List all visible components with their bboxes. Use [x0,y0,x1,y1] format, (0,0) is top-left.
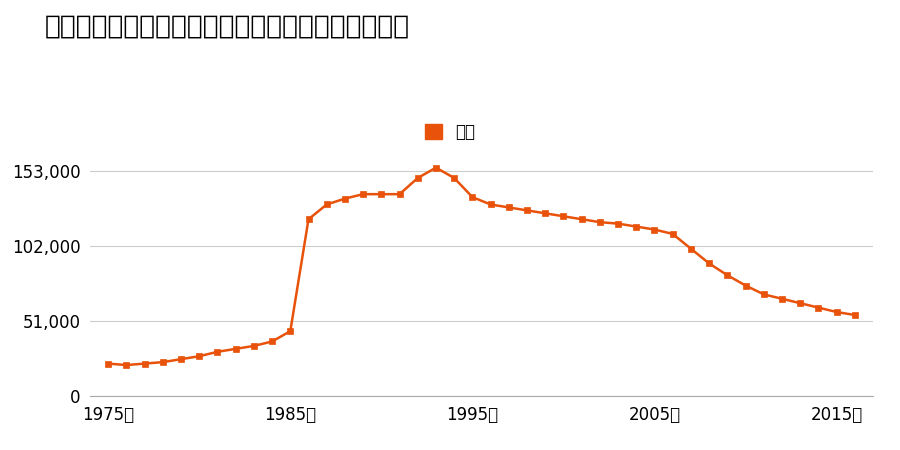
Legend: 価格: 価格 [418,117,482,148]
Text: 大分県別府市大字鉄輪字大平井１０４番の地価推移: 大分県別府市大字鉄輪字大平井１０４番の地価推移 [45,14,410,40]
